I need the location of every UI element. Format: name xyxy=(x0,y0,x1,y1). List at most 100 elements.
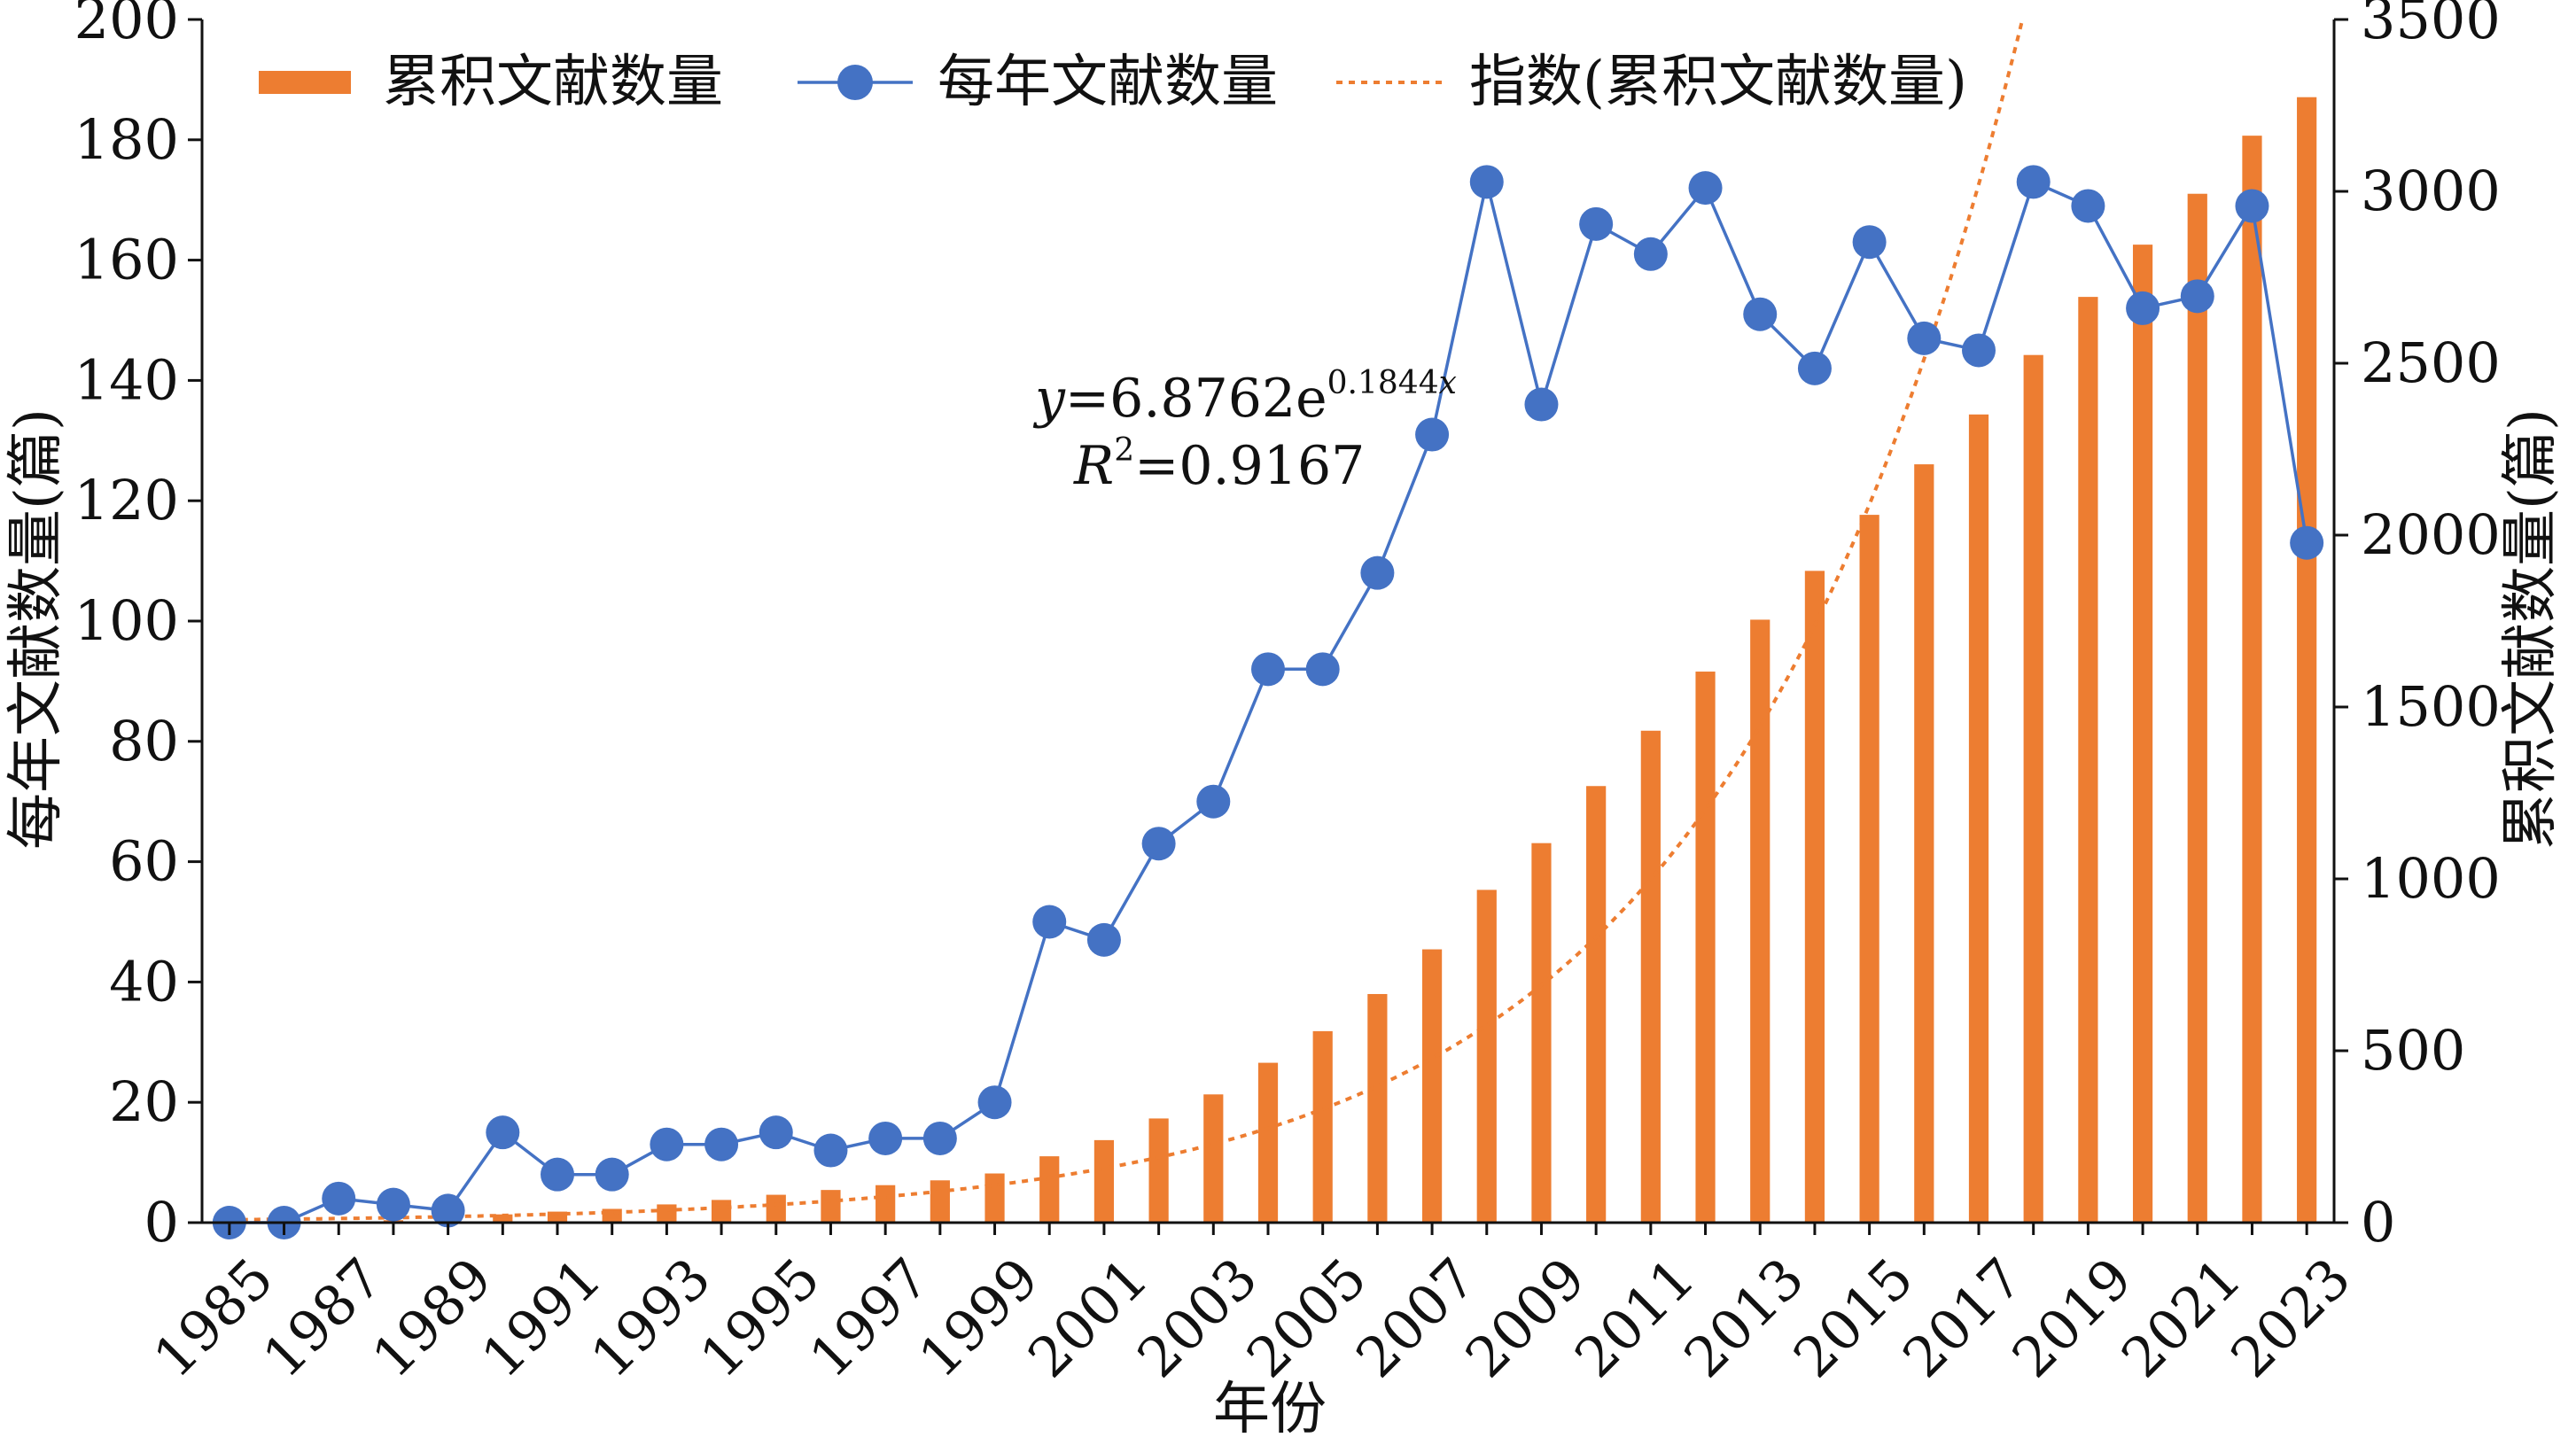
left-tick-label: 80 xyxy=(109,709,179,773)
trendline-equation: y=6.8762e0.1844x R2=0.9167 xyxy=(1032,365,1457,497)
right-tick-label: 0 xyxy=(2361,1190,2395,1255)
right-tick-label: 2500 xyxy=(2361,330,2501,395)
bar-cumulative-2010 xyxy=(1586,786,1607,1223)
x-tick-label: 2003 xyxy=(1125,1246,1270,1390)
bar-cumulative-2022 xyxy=(2242,136,2262,1223)
x-tick-label: 1987 xyxy=(250,1246,394,1390)
bar-cumulative-2004 xyxy=(1257,1062,1279,1223)
marker-annual-2003 xyxy=(1196,784,1231,819)
bar-cumulative-2012 xyxy=(1695,672,1716,1223)
bar-cumulative-2009 xyxy=(1531,843,1552,1223)
left-tick-label: 120 xyxy=(74,468,179,532)
r-squared-value: =0.9167 xyxy=(1134,435,1365,497)
right-tick-label: 1000 xyxy=(2361,846,2501,911)
marker-annual-2015 xyxy=(1852,225,1887,260)
trendline-exponential xyxy=(229,19,2025,1222)
bar-cumulative-2021 xyxy=(2187,193,2207,1223)
left-axis-title: 每年文献数量(篇) xyxy=(4,408,69,850)
right-tick-label: 500 xyxy=(2361,1018,2465,1083)
marker-annual-1989 xyxy=(431,1193,465,1228)
marker-annual-2010 xyxy=(1579,206,1614,241)
marker-annual-1999 xyxy=(977,1085,1012,1120)
bar-cumulative-2023 xyxy=(2297,97,2317,1224)
x-tick-label: 1991 xyxy=(469,1246,613,1390)
bar-cumulative-2005 xyxy=(1312,1030,1333,1223)
legend-swatch-annual-marker xyxy=(837,65,873,100)
left-tick-label: 0 xyxy=(144,1190,179,1255)
marker-annual-2001 xyxy=(1086,922,1121,957)
left-axis-ticks: 0 20 40 60 80 100 120 140 160 180 200 xyxy=(74,0,202,1255)
x-axis-ticks: 1985198719891991199319951997199920012003… xyxy=(141,1223,2363,1390)
x-tick-label: 2007 xyxy=(1343,1246,1488,1390)
left-tick-label: 200 xyxy=(74,0,179,51)
svg-text:R2=0.9167: R2=0.9167 xyxy=(1073,432,1365,497)
marker-annual-2018 xyxy=(2016,165,2051,199)
right-tick-label: 1500 xyxy=(2361,674,2501,739)
marker-annual-1987 xyxy=(322,1181,356,1216)
bar-cumulative-2015 xyxy=(1859,515,1879,1223)
x-tick-label: 1989 xyxy=(360,1246,504,1390)
x-tick-label: 1995 xyxy=(688,1246,832,1390)
equation-exponent: 0.1844 xyxy=(1327,365,1439,401)
marker-annual-2016 xyxy=(1907,321,1942,355)
marker-annual-2017 xyxy=(1962,333,1996,368)
r-squared-variable: R xyxy=(1073,435,1114,497)
marker-annual-1993 xyxy=(650,1127,684,1161)
marker-annual-2014 xyxy=(1797,351,1832,385)
right-axis-title: 累积文献数量(篇) xyxy=(2498,408,2564,850)
line-series-annual xyxy=(212,165,2324,1239)
left-tick-label: 100 xyxy=(74,588,179,653)
x-tick-label: 2023 xyxy=(2218,1246,2362,1390)
left-tick-label: 160 xyxy=(74,228,179,292)
bar-cumulative-1993 xyxy=(657,1204,677,1223)
bar-cumulative-2000 xyxy=(1039,1156,1060,1223)
x-tick-label: 2011 xyxy=(1562,1246,1707,1390)
bar-series-cumulative xyxy=(329,97,2317,1224)
bar-cumulative-1996 xyxy=(821,1190,841,1223)
legend-swatch-cumulative xyxy=(259,71,351,94)
left-tick-label: 40 xyxy=(109,949,179,1014)
bar-cumulative-1999 xyxy=(984,1173,1005,1223)
marker-annual-2013 xyxy=(1743,297,1778,331)
legend-label-trendline: 指数(累积文献数量) xyxy=(1469,50,1967,115)
x-tick-label: 2017 xyxy=(1890,1246,2035,1390)
legend-label-cumulative: 累积文献数量 xyxy=(383,50,723,115)
left-tick-label: 180 xyxy=(74,107,179,172)
marker-annual-2021 xyxy=(2180,279,2214,314)
right-axis-ticks: 0 500 1000 1500 2000 2500 3000 3500 xyxy=(2334,0,2501,1255)
equation-exponent-variable: x xyxy=(1439,365,1457,401)
left-tick-label: 20 xyxy=(109,1069,179,1134)
x-axis-title: 年份 xyxy=(1213,1377,1327,1442)
bar-cumulative-2020 xyxy=(2132,245,2153,1223)
marker-annual-2006 xyxy=(1360,555,1395,590)
bar-cumulative-1998 xyxy=(930,1180,950,1223)
r-squared-superscript: 2 xyxy=(1114,432,1134,469)
marker-annual-2020 xyxy=(2126,291,2160,325)
x-tick-label: 2001 xyxy=(1016,1246,1160,1390)
marker-annual-1990 xyxy=(486,1115,520,1150)
bar-cumulative-2007 xyxy=(1421,949,1443,1223)
marker-annual-2002 xyxy=(1141,827,1176,861)
bar-cumulative-2006 xyxy=(1367,993,1388,1223)
legend-label-annual: 每年文献数量 xyxy=(938,50,1278,115)
bar-cumulative-2011 xyxy=(1640,730,1661,1223)
bar-cumulative-2008 xyxy=(1476,890,1497,1223)
marker-annual-2009 xyxy=(1524,387,1559,422)
marker-annual-1997 xyxy=(868,1121,903,1155)
marker-annual-1996 xyxy=(813,1133,848,1168)
marker-annual-2023 xyxy=(2290,525,2324,560)
bar-cumulative-2001 xyxy=(1093,1139,1115,1223)
equation-variable-y: y xyxy=(1032,368,1066,430)
bar-cumulative-2003 xyxy=(1203,1094,1224,1223)
equation-body: =6.8762e xyxy=(1065,368,1327,430)
bar-cumulative-2013 xyxy=(1750,619,1771,1223)
x-tick-label: 2005 xyxy=(1234,1246,1379,1390)
x-tick-label: 2013 xyxy=(1671,1246,1816,1390)
bar-cumulative-1995 xyxy=(766,1194,786,1223)
bar-cumulative-1990 xyxy=(493,1214,513,1223)
bar-cumulative-2018 xyxy=(2023,354,2043,1223)
x-tick-label: 2009 xyxy=(1453,1246,1598,1390)
marker-annual-2019 xyxy=(2071,189,2105,223)
marker-annual-1991 xyxy=(541,1157,574,1192)
